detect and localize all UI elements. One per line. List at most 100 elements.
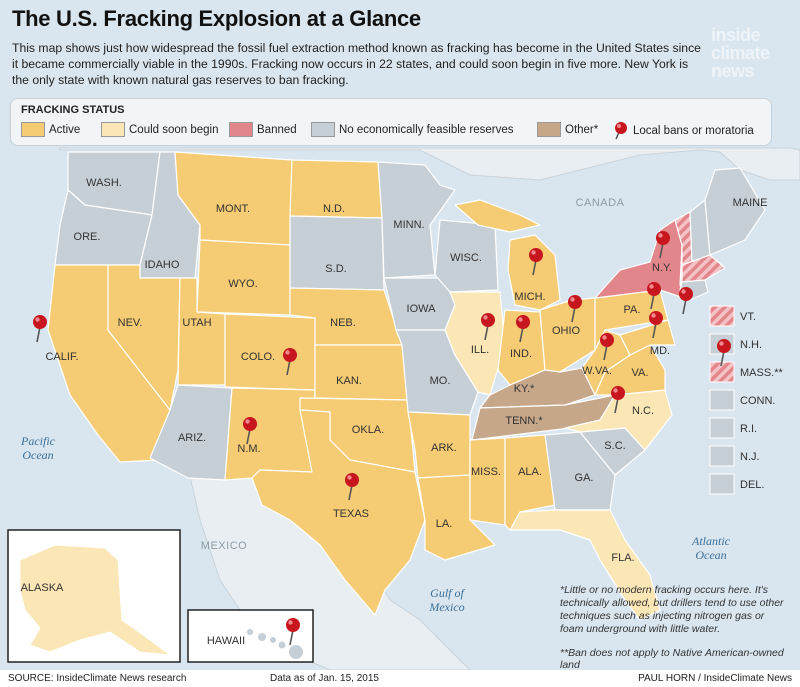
state-ny[interactable]: [594, 219, 691, 301]
label-atlantic-line1: Atlantic: [691, 534, 731, 548]
label-atlantic-line2: Ocean: [695, 548, 726, 562]
label-okla: OKLA.: [352, 424, 384, 436]
local-ban-pin-texas[interactable]: [345, 473, 359, 501]
local-ban-pin-hawaii[interactable]: [286, 618, 300, 646]
small-state-label: N.J.: [740, 451, 760, 463]
legend-item-other: Other*: [537, 121, 598, 139]
local-ban-pin-wva[interactable]: [600, 333, 614, 361]
legend-item-none: No economically feasible reserves: [311, 121, 514, 139]
page-title: The U.S. Fracking Explosion at a Glance: [12, 6, 421, 31]
fracking-status-legend: FRACKING STATUS Active Could soon begin …: [10, 98, 772, 146]
label-ariz: ARIZ.: [178, 432, 206, 444]
canada-land: [59, 147, 800, 181]
local-ban-pin-ind[interactable]: [516, 315, 530, 343]
label-ny: N.Y.: [652, 262, 672, 274]
source-credit: SOURCE: InsideClimate News research: [8, 673, 187, 684]
logo-line-3: news: [711, 61, 755, 81]
footnote-mass: **Ban does not apply to Native American-…: [560, 647, 784, 671]
label-wisc: WISC.: [450, 252, 482, 264]
footer: SOURCE: InsideClimate News research Data…: [0, 670, 800, 687]
legend-item-active: Active: [21, 121, 80, 139]
legend-swatch-other: [537, 122, 561, 138]
label-pa: PA.: [624, 304, 641, 316]
label-ky: KY.*: [514, 383, 535, 395]
local-ban-pin-mich[interactable]: [529, 248, 543, 276]
state-mich-upper[interactable]: [454, 199, 541, 233]
legend-swatch-soon: [101, 122, 125, 138]
local-ban-pin-nm[interactable]: [243, 417, 257, 445]
legend-swatch-banned: [229, 122, 253, 138]
legend-label-local-bans: Local bans or moratoria: [633, 125, 754, 138]
label-pacific-line2: Ocean: [22, 448, 53, 462]
state-alaska[interactable]: [19, 544, 172, 656]
state-mass[interactable]: [681, 254, 726, 283]
small-state-box[interactable]: [709, 473, 735, 495]
local-ban-pin-pa[interactable]: [647, 282, 661, 310]
local-ban-pin-colo[interactable]: [283, 348, 297, 376]
logo-line-1: inside: [711, 25, 761, 45]
legend-label-soon: Could soon begin: [129, 124, 219, 136]
label-ga: GA.: [575, 472, 594, 484]
label-ohio: OHIO: [552, 325, 581, 337]
small-state-box[interactable]: [709, 445, 735, 467]
label-wash: WASH.: [86, 177, 122, 189]
legend-label-other: Other*: [565, 124, 599, 136]
label-fla: FLA.: [611, 552, 634, 564]
label-kan: KAN.: [336, 375, 362, 387]
local-ban-pin-nj[interactable]: [717, 339, 731, 367]
legend-swatch-none: [311, 122, 335, 138]
state-fla[interactable]: [509, 509, 661, 621]
label-texas: TEXAS: [333, 508, 369, 520]
label-tenn: TENN.*: [505, 415, 543, 427]
page-subtitle: This map shows just how widespread the f…: [12, 41, 701, 87]
local-ban-pin-md[interactable]: [649, 311, 663, 339]
small-state-label: CONN.: [740, 395, 775, 407]
label-idaho: IDAHO: [145, 259, 180, 271]
small-state-label: DEL.: [740, 479, 764, 491]
local-ban-pin-nc[interactable]: [611, 386, 625, 414]
logo-line-2: climate: [711, 43, 770, 63]
label-minn: MINN.: [393, 219, 424, 231]
label-utah: UTAH: [182, 317, 211, 329]
label-mich: MICH.: [514, 291, 545, 303]
small-state-label: R.I.: [740, 423, 757, 435]
legend-swatch-active: [21, 122, 45, 138]
legend-label-none: No economically feasible reserves: [339, 124, 514, 136]
legend-item-soon: Could soon begin: [101, 121, 219, 139]
insideclimate-news-logo: inside climate news: [711, 26, 793, 80]
label-sd: S.D.: [325, 263, 346, 275]
local-ban-pin-ohio[interactable]: [568, 295, 582, 323]
state-ga[interactable]: [544, 431, 616, 511]
state-labels: WASH. ORE. CALIF. IDAHO NEV. MONT. WYO. …: [21, 177, 768, 647]
label-nev: NEV.: [118, 317, 143, 329]
state-kan[interactable]: [314, 344, 409, 401]
state-minn[interactable]: [377, 161, 456, 279]
small-state-box[interactable]: [709, 305, 735, 327]
local-ban-pin-ill[interactable]: [481, 313, 495, 341]
state-sd[interactable]: [289, 215, 385, 291]
state-maine[interactable]: [704, 167, 766, 256]
state-miss[interactable]: [469, 437, 506, 526]
label-canada: CANADA: [576, 197, 625, 209]
data-date: Data as of Jan. 15, 2015: [270, 673, 379, 684]
state-texas[interactable]: [251, 409, 426, 616]
legend-pin-icon: [615, 122, 627, 140]
label-mont: MONT.: [216, 203, 250, 215]
state-nc[interactable]: [564, 389, 673, 451]
label-pacific-line1: Pacific: [20, 434, 56, 448]
small-state-box[interactable]: [709, 417, 735, 439]
small-state-key: VT. N.H. MASS.** CONN. R.I. N.J. DEL.: [709, 305, 784, 495]
small-state-box[interactable]: [709, 389, 735, 411]
label-ill: ILL.: [471, 344, 489, 356]
label-miss: MISS.: [471, 466, 501, 478]
label-nd: N.D.: [323, 203, 345, 215]
local-ban-pin-ny[interactable]: [656, 231, 670, 259]
local-ban-pin-calif[interactable]: [33, 315, 47, 343]
label-la: LA.: [436, 518, 453, 530]
state-hawaii[interactable]: [247, 629, 303, 659]
legend-item-local-bans: Local bans or moratoria: [611, 121, 754, 140]
label-nc: N.C.: [632, 405, 654, 417]
local-ban-pin-mass[interactable]: [679, 287, 693, 315]
